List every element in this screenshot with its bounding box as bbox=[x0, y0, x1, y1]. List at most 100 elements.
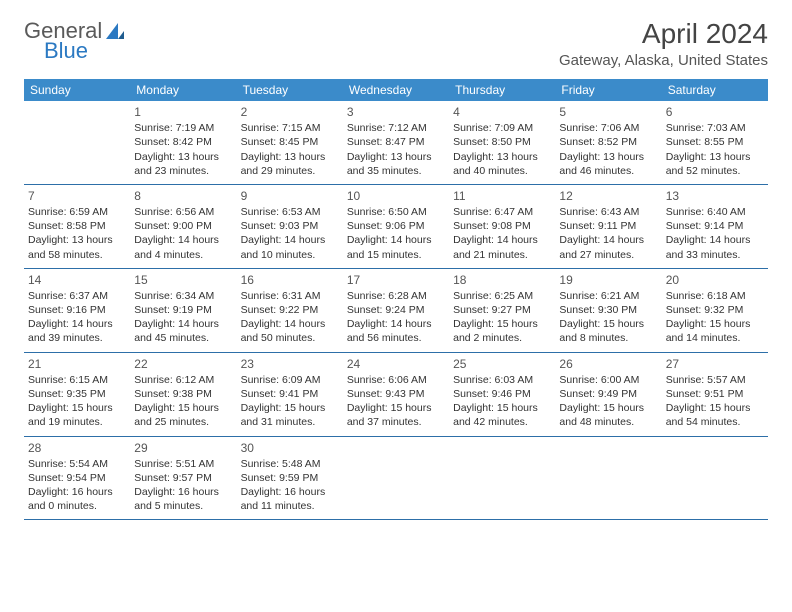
daylight-text: and 31 minutes. bbox=[241, 415, 339, 429]
sunrise-text: Sunrise: 7:06 AM bbox=[559, 121, 657, 135]
calendar-cell: 28Sunrise: 5:54 AMSunset: 9:54 PMDayligh… bbox=[24, 436, 130, 520]
month-title: April 2024 bbox=[559, 18, 768, 50]
daylight-text: Daylight: 13 hours bbox=[241, 150, 339, 164]
sunset-text: Sunset: 9:30 PM bbox=[559, 303, 657, 317]
day-number: 23 bbox=[241, 356, 339, 372]
day-number: 27 bbox=[666, 356, 764, 372]
sunset-text: Sunset: 9:27 PM bbox=[453, 303, 551, 317]
sunrise-text: Sunrise: 7:12 AM bbox=[347, 121, 445, 135]
sunset-text: Sunset: 8:42 PM bbox=[134, 135, 232, 149]
sunrise-text: Sunrise: 6:25 AM bbox=[453, 289, 551, 303]
sunset-text: Sunset: 8:52 PM bbox=[559, 135, 657, 149]
day-header-thu: Thursday bbox=[449, 79, 555, 101]
calendar-cell: 16Sunrise: 6:31 AMSunset: 9:22 PMDayligh… bbox=[237, 268, 343, 352]
daylight-text: and 42 minutes. bbox=[453, 415, 551, 429]
sunrise-text: Sunrise: 6:00 AM bbox=[559, 373, 657, 387]
daylight-text: Daylight: 13 hours bbox=[453, 150, 551, 164]
daylight-text: and 10 minutes. bbox=[241, 248, 339, 262]
day-number: 16 bbox=[241, 272, 339, 288]
daylight-text: Daylight: 13 hours bbox=[666, 150, 764, 164]
daylight-text: and 56 minutes. bbox=[347, 331, 445, 345]
daylight-text: Daylight: 15 hours bbox=[666, 317, 764, 331]
daylight-text: and 37 minutes. bbox=[347, 415, 445, 429]
day-number: 29 bbox=[134, 440, 232, 456]
calendar-cell: 26Sunrise: 6:00 AMSunset: 9:49 PMDayligh… bbox=[555, 352, 661, 436]
sunrise-text: Sunrise: 7:03 AM bbox=[666, 121, 764, 135]
day-number: 14 bbox=[28, 272, 126, 288]
day-header-tue: Tuesday bbox=[237, 79, 343, 101]
daylight-text: and 11 minutes. bbox=[241, 499, 339, 513]
sunrise-text: Sunrise: 5:57 AM bbox=[666, 373, 764, 387]
sunset-text: Sunset: 9:19 PM bbox=[134, 303, 232, 317]
calendar-week-row: 21Sunrise: 6:15 AMSunset: 9:35 PMDayligh… bbox=[24, 352, 768, 436]
logo-sail-icon bbox=[105, 22, 125, 40]
day-number: 12 bbox=[559, 188, 657, 204]
daylight-text: Daylight: 13 hours bbox=[559, 150, 657, 164]
sunset-text: Sunset: 9:57 PM bbox=[134, 471, 232, 485]
sunrise-text: Sunrise: 6:06 AM bbox=[347, 373, 445, 387]
calendar-cell: 12Sunrise: 6:43 AMSunset: 9:11 PMDayligh… bbox=[555, 184, 661, 268]
sunset-text: Sunset: 9:08 PM bbox=[453, 219, 551, 233]
calendar-cell: 18Sunrise: 6:25 AMSunset: 9:27 PMDayligh… bbox=[449, 268, 555, 352]
daylight-text: Daylight: 14 hours bbox=[134, 233, 232, 247]
daylight-text: and 46 minutes. bbox=[559, 164, 657, 178]
daylight-text: and 21 minutes. bbox=[453, 248, 551, 262]
day-number: 30 bbox=[241, 440, 339, 456]
calendar-cell: 30Sunrise: 5:48 AMSunset: 9:59 PMDayligh… bbox=[237, 436, 343, 520]
day-number: 15 bbox=[134, 272, 232, 288]
calendar-cell: 11Sunrise: 6:47 AMSunset: 9:08 PMDayligh… bbox=[449, 184, 555, 268]
daylight-text: Daylight: 14 hours bbox=[241, 233, 339, 247]
daylight-text: and 54 minutes. bbox=[666, 415, 764, 429]
sunset-text: Sunset: 8:55 PM bbox=[666, 135, 764, 149]
daylight-text: Daylight: 13 hours bbox=[347, 150, 445, 164]
sunrise-text: Sunrise: 6:53 AM bbox=[241, 205, 339, 219]
calendar-cell: 4Sunrise: 7:09 AMSunset: 8:50 PMDaylight… bbox=[449, 101, 555, 184]
daylight-text: and 48 minutes. bbox=[559, 415, 657, 429]
day-number: 24 bbox=[347, 356, 445, 372]
day-number: 4 bbox=[453, 104, 551, 120]
calendar-cell: 5Sunrise: 7:06 AMSunset: 8:52 PMDaylight… bbox=[555, 101, 661, 184]
day-number: 19 bbox=[559, 272, 657, 288]
daylight-text: and 27 minutes. bbox=[559, 248, 657, 262]
sunset-text: Sunset: 9:41 PM bbox=[241, 387, 339, 401]
daylight-text: Daylight: 15 hours bbox=[241, 401, 339, 415]
sunrise-text: Sunrise: 6:50 AM bbox=[347, 205, 445, 219]
calendar-body: 1Sunrise: 7:19 AMSunset: 8:42 PMDaylight… bbox=[24, 101, 768, 520]
daylight-text: Daylight: 13 hours bbox=[28, 233, 126, 247]
daylight-text: Daylight: 16 hours bbox=[134, 485, 232, 499]
location-label: Gateway, Alaska, United States bbox=[559, 52, 768, 69]
calendar-cell bbox=[343, 436, 449, 520]
sunset-text: Sunset: 9:24 PM bbox=[347, 303, 445, 317]
calendar-cell bbox=[24, 101, 130, 184]
calendar-cell: 8Sunrise: 6:56 AMSunset: 9:00 PMDaylight… bbox=[130, 184, 236, 268]
calendar-cell: 10Sunrise: 6:50 AMSunset: 9:06 PMDayligh… bbox=[343, 184, 449, 268]
calendar-table: Sunday Monday Tuesday Wednesday Thursday… bbox=[24, 79, 768, 520]
sunset-text: Sunset: 9:22 PM bbox=[241, 303, 339, 317]
sunrise-text: Sunrise: 6:28 AM bbox=[347, 289, 445, 303]
daylight-text: Daylight: 14 hours bbox=[347, 233, 445, 247]
sunrise-text: Sunrise: 6:43 AM bbox=[559, 205, 657, 219]
daylight-text: Daylight: 15 hours bbox=[453, 317, 551, 331]
day-number: 2 bbox=[241, 104, 339, 120]
sunrise-text: Sunrise: 6:03 AM bbox=[453, 373, 551, 387]
sunrise-text: Sunrise: 6:56 AM bbox=[134, 205, 232, 219]
day-number: 1 bbox=[134, 104, 232, 120]
sunrise-text: Sunrise: 7:09 AM bbox=[453, 121, 551, 135]
daylight-text: Daylight: 14 hours bbox=[134, 317, 232, 331]
sunset-text: Sunset: 9:16 PM bbox=[28, 303, 126, 317]
daylight-text: and 14 minutes. bbox=[666, 331, 764, 345]
daylight-text: and 4 minutes. bbox=[134, 248, 232, 262]
daylight-text: and 40 minutes. bbox=[453, 164, 551, 178]
sunrise-text: Sunrise: 6:37 AM bbox=[28, 289, 126, 303]
day-number: 22 bbox=[134, 356, 232, 372]
sunset-text: Sunset: 9:35 PM bbox=[28, 387, 126, 401]
calendar-cell: 9Sunrise: 6:53 AMSunset: 9:03 PMDaylight… bbox=[237, 184, 343, 268]
sunset-text: Sunset: 9:46 PM bbox=[453, 387, 551, 401]
day-header-wed: Wednesday bbox=[343, 79, 449, 101]
calendar-cell: 25Sunrise: 6:03 AMSunset: 9:46 PMDayligh… bbox=[449, 352, 555, 436]
daylight-text: and 35 minutes. bbox=[347, 164, 445, 178]
calendar-cell: 29Sunrise: 5:51 AMSunset: 9:57 PMDayligh… bbox=[130, 436, 236, 520]
calendar-cell bbox=[555, 436, 661, 520]
sunset-text: Sunset: 9:43 PM bbox=[347, 387, 445, 401]
calendar-cell: 17Sunrise: 6:28 AMSunset: 9:24 PMDayligh… bbox=[343, 268, 449, 352]
